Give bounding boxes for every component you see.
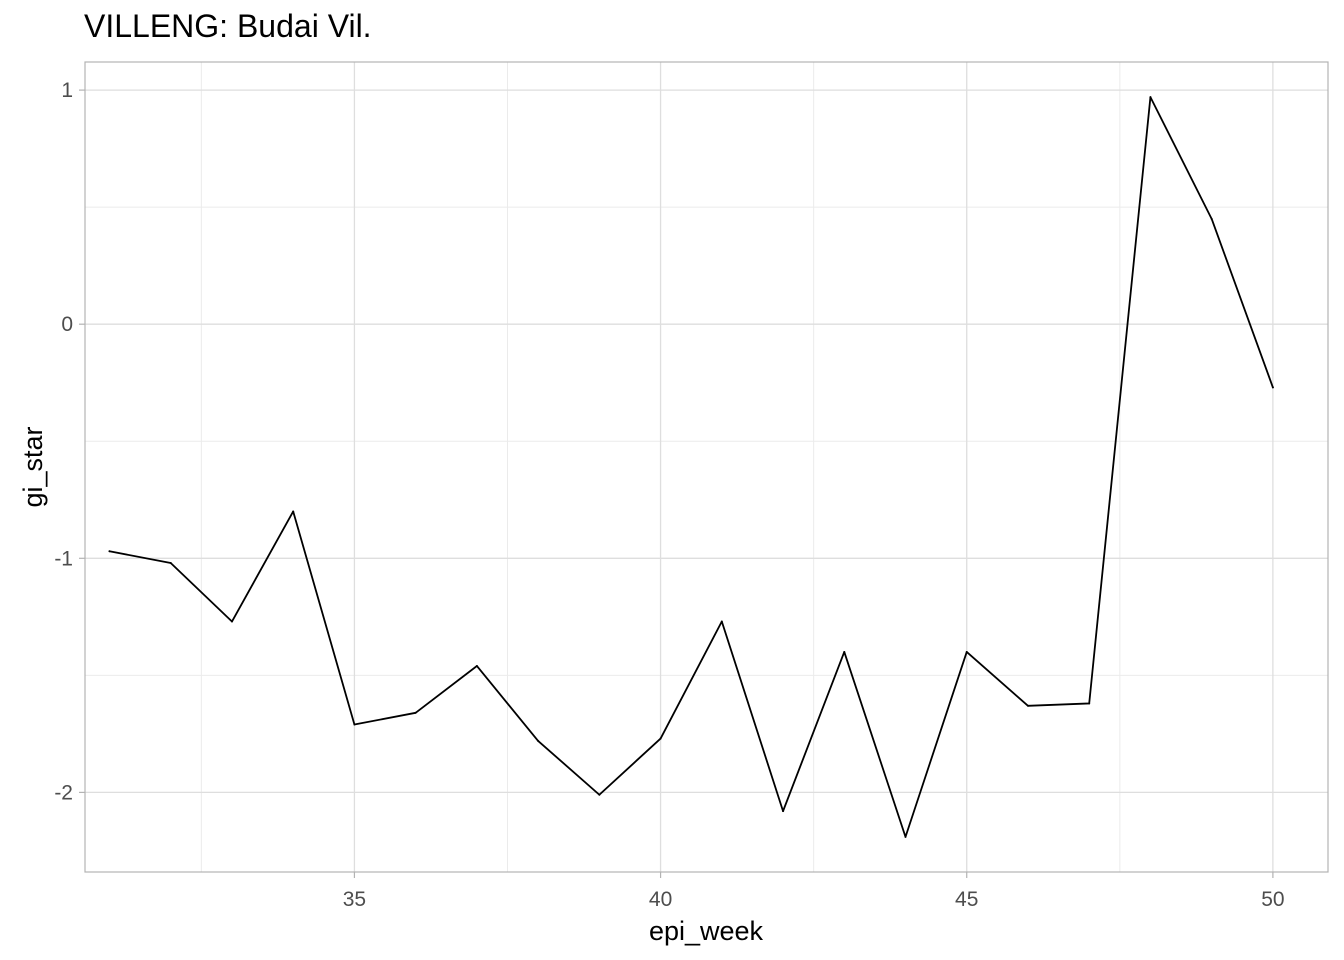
data-point [108,550,111,553]
chart-title: VILLENG: Budai Vil. [84,8,372,44]
minor-gridlines [85,62,1328,872]
data-point [720,620,723,623]
x-axis-title: epi_week [649,916,764,946]
major-gridlines [85,62,1328,872]
data-point [292,510,295,513]
data-point [414,711,417,714]
data-point [782,810,785,813]
x-tick-label: 45 [955,888,978,911]
data-point [1149,96,1152,99]
data-point [475,664,478,667]
x-tick-label: 50 [1261,888,1284,911]
data-point [965,650,968,653]
data-point [353,723,356,726]
data-point [659,737,662,740]
data-point [904,835,907,838]
data-point [1088,702,1091,705]
plot-panel-border [84,61,1329,873]
data-point [230,620,233,623]
data-point [169,561,172,564]
data-point [843,650,846,653]
data-point [1210,217,1213,220]
data-point [537,739,540,742]
data-point [1271,386,1274,389]
y-axis-title: gi_star [18,426,48,507]
x-tick-label: 40 [649,888,672,911]
y-axis-ticks: -2 -1 0 1 [54,79,85,804]
series-layer [108,96,1274,838]
y-tick-label: -1 [54,547,73,570]
x-tick-label: 35 [343,888,366,911]
data-point [598,793,601,796]
y-tick-label: -2 [54,781,73,804]
y-tick-label: 0 [61,313,73,336]
series-line-gi_star [108,96,1274,838]
data-point [1026,704,1029,707]
y-tick-label: 1 [61,79,73,102]
x-axis-ticks: 35 40 45 50 [343,872,1285,911]
